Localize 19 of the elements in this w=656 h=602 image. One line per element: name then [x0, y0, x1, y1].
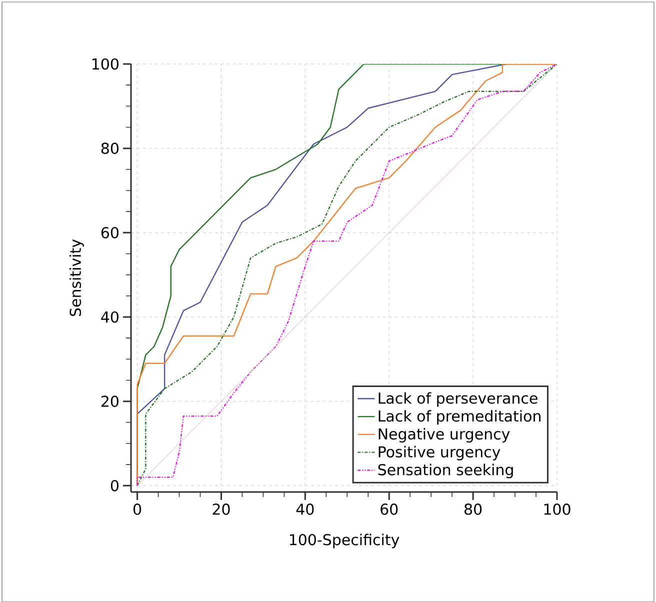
y-tick-label: 20	[101, 396, 118, 408]
legend-label: Positive urgency	[378, 446, 500, 460]
x-tick-label: 0	[134, 504, 142, 515]
legend-label: Negative urgency	[378, 428, 510, 443]
x-tick-label: 40	[296, 504, 314, 515]
legend-label: Lack of perseverance	[378, 392, 538, 407]
x-axis-title: 100-Specificity	[290, 534, 400, 548]
x-tick-label: 100	[544, 504, 570, 515]
legend-label: Sensation seeking	[378, 464, 513, 478]
y-tick-label: 0	[110, 480, 118, 492]
x-tick-label: 80	[464, 504, 482, 515]
legend-label: Lack of premeditation	[378, 410, 540, 425]
y-axis-title: Sensitivity	[69, 239, 84, 316]
y-tick-label: 100	[92, 58, 118, 70]
x-tick-label: 60	[380, 504, 398, 515]
y-tick-label: 40	[101, 311, 118, 323]
y-tick-label: 80	[101, 142, 118, 154]
x-tick-label: 20	[212, 504, 230, 515]
y-tick-label: 60	[101, 226, 118, 238]
